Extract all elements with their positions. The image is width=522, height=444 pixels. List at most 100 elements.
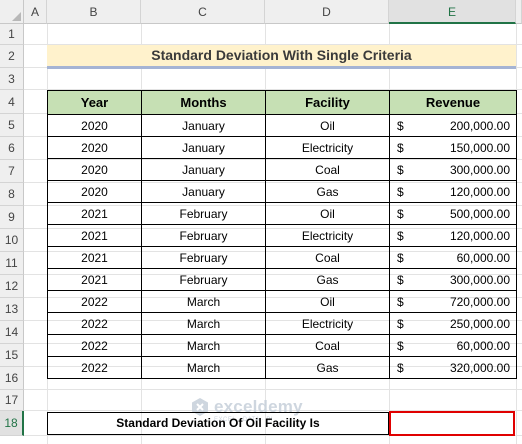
cell-month[interactable]: January: [141, 180, 266, 203]
cell-year[interactable]: 2020: [47, 158, 142, 181]
cell-year[interactable]: 2021: [47, 246, 142, 269]
row-header-14[interactable]: 14: [0, 321, 24, 344]
header-months[interactable]: Months: [141, 90, 266, 115]
watermark-name: exceldemy: [214, 397, 303, 416]
row-header-16[interactable]: 16: [0, 367, 24, 390]
row-header-8[interactable]: 8: [0, 183, 24, 206]
row-header-2[interactable]: 2: [0, 45, 24, 68]
row-header-5[interactable]: 5: [0, 114, 24, 137]
column-header-e[interactable]: E: [389, 0, 516, 24]
column-header-a[interactable]: A: [24, 0, 47, 24]
cell-year[interactable]: 2022: [47, 312, 142, 335]
cell-month[interactable]: March: [141, 312, 266, 335]
cell-revenue[interactable]: $120,000.00: [389, 224, 517, 247]
cell-revenue[interactable]: $500,000.00: [389, 202, 517, 225]
cell-revenue[interactable]: $320,000.00: [389, 356, 517, 379]
currency-symbol: $: [397, 360, 404, 375]
row-header-1[interactable]: 1: [0, 24, 24, 45]
cell-year[interactable]: 2021: [47, 268, 142, 291]
row-header-12[interactable]: 12: [0, 275, 24, 298]
cell-facility[interactable]: Oil: [265, 202, 390, 225]
header-revenue[interactable]: Revenue: [389, 90, 517, 115]
row-header-17[interactable]: 17: [0, 390, 24, 411]
row-header-3[interactable]: 3: [0, 68, 24, 90]
cell-month[interactable]: February: [141, 268, 266, 291]
cell-facility[interactable]: Gas: [265, 356, 390, 379]
row-header-6[interactable]: 6: [0, 137, 24, 160]
title-underline: [47, 66, 516, 69]
cell-revenue[interactable]: $300,000.00: [389, 268, 517, 291]
cell-month[interactable]: January: [141, 158, 266, 181]
revenue-value: 720,000.00: [449, 294, 510, 309]
cell-month[interactable]: January: [141, 114, 266, 137]
row-header-9[interactable]: 9: [0, 206, 24, 229]
row-header-18[interactable]: 18: [0, 411, 24, 436]
cell-month[interactable]: January: [141, 136, 266, 159]
cell-facility[interactable]: Electricity: [265, 312, 390, 335]
cell-facility[interactable]: Oil: [265, 290, 390, 313]
cell-year[interactable]: 2022: [47, 356, 142, 379]
cell-facility[interactable]: Electricity: [265, 224, 390, 247]
cell-revenue[interactable]: $60,000.00: [389, 246, 517, 269]
sheet-title[interactable]: Standard Deviation With Single Criteria: [47, 45, 516, 66]
cell-month[interactable]: February: [141, 202, 266, 225]
revenue-value: 300,000.00: [449, 162, 510, 177]
column-header-c[interactable]: C: [141, 0, 265, 24]
row-header-4[interactable]: 4: [0, 90, 24, 114]
cell-facility[interactable]: Electricity: [265, 136, 390, 159]
currency-symbol: $: [397, 338, 404, 353]
cell-revenue[interactable]: $250,000.00: [389, 312, 517, 335]
cell-year[interactable]: 2021: [47, 202, 142, 225]
header-facility[interactable]: Facility: [265, 90, 390, 115]
revenue-value: 300,000.00: [449, 272, 510, 287]
cell-revenue[interactable]: $150,000.00: [389, 136, 517, 159]
cell-facility[interactable]: Gas: [265, 180, 390, 203]
row-header-11[interactable]: 11: [0, 252, 24, 275]
table-header-row: Year Months Facility Revenue: [47, 90, 517, 115]
column-header-f[interactable]: [516, 0, 522, 24]
table-row: 2021 February Oil $500,000.00: [47, 202, 517, 225]
cell-revenue[interactable]: $60,000.00: [389, 334, 517, 357]
revenue-value: 320,000.00: [449, 360, 510, 375]
column-header-d[interactable]: D: [265, 0, 389, 24]
currency-symbol: $: [397, 162, 404, 177]
cell-revenue[interactable]: $200,000.00: [389, 114, 517, 137]
cell-month[interactable]: March: [141, 334, 266, 357]
cell-facility[interactable]: Coal: [265, 158, 390, 181]
cell-year[interactable]: 2022: [47, 290, 142, 313]
table-row: 2021 February Gas $300,000.00: [47, 268, 517, 291]
cell-revenue[interactable]: $300,000.00: [389, 158, 517, 181]
select-all-corner[interactable]: [0, 0, 24, 24]
cell-year[interactable]: 2022: [47, 334, 142, 357]
row-header-7[interactable]: 7: [0, 160, 24, 183]
cell-year[interactable]: 2020: [47, 114, 142, 137]
cell-year[interactable]: 2020: [47, 180, 142, 203]
exceldemy-watermark: exceldemy EXCEL · DATA · BI: [190, 397, 303, 423]
cell-month[interactable]: March: [141, 290, 266, 313]
revenue-value: 120,000.00: [449, 184, 510, 199]
cell-year[interactable]: 2021: [47, 224, 142, 247]
cell-month[interactable]: February: [141, 224, 266, 247]
row-header-10[interactable]: 10: [0, 229, 24, 252]
cell-year[interactable]: 2020: [47, 136, 142, 159]
cell-revenue[interactable]: $120,000.00: [389, 180, 517, 203]
column-header-b[interactable]: B: [47, 0, 141, 24]
currency-symbol: $: [397, 140, 404, 155]
currency-symbol: $: [397, 316, 404, 331]
cell-facility[interactable]: Oil: [265, 114, 390, 137]
cell-month[interactable]: February: [141, 246, 266, 269]
result-cell-selected[interactable]: [389, 411, 515, 436]
result-label[interactable]: Standard Deviation Of Oil Facility Is: [47, 412, 389, 435]
cell-revenue[interactable]: $720,000.00: [389, 290, 517, 313]
row-header-15[interactable]: 15: [0, 344, 24, 367]
revenue-value: 200,000.00: [449, 118, 510, 133]
cell-facility[interactable]: Gas: [265, 268, 390, 291]
cell-month[interactable]: March: [141, 356, 266, 379]
table-row: 2022 March Gas $320,000.00: [47, 356, 517, 379]
cell-facility[interactable]: Coal: [265, 246, 390, 269]
table-row: 2020 January Electricity $150,000.00: [47, 136, 517, 159]
cell-facility[interactable]: Coal: [265, 334, 390, 357]
table-row: 2020 January Oil $200,000.00: [47, 114, 517, 137]
row-header-13[interactable]: 13: [0, 298, 24, 321]
header-year[interactable]: Year: [47, 90, 142, 115]
